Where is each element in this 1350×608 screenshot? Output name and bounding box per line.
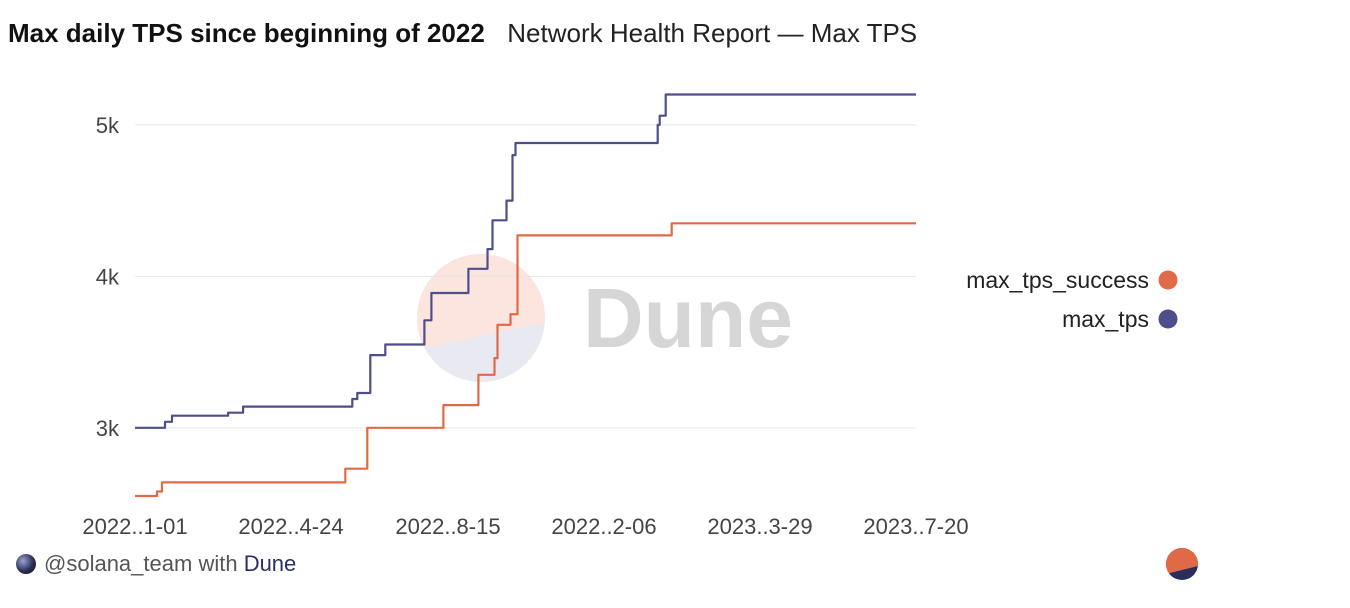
- y-tick-label: 4k: [96, 264, 120, 289]
- footer-brand[interactable]: Dune: [243, 551, 297, 576]
- dune-logo-icon[interactable]: [1166, 548, 1198, 580]
- legend-label-max-tps-success[interactable]: max_tps_success: [966, 267, 1149, 293]
- y-tick-label: 3k: [96, 416, 120, 441]
- x-tick-label: 2022..8-15: [395, 514, 500, 539]
- x-tick-label: 2022..2-06: [551, 514, 656, 539]
- series-line-max-tps[interactable]: [135, 93, 916, 429]
- chart-title: Max daily TPS since beginning of 2022: [8, 18, 485, 48]
- user-avatar[interactable]: [16, 554, 36, 574]
- y-tick-label: 5k: [96, 113, 120, 138]
- x-axis-ticks: 2022..1-01 2022..4-24 2022..8-15 2022..2-06…: [82, 514, 968, 539]
- series-lines: [135, 93, 916, 498]
- x-tick-label: 2023..7-20: [863, 514, 968, 539]
- x-tick-label: 2022..4-24: [238, 514, 343, 539]
- legend: max_tps_success max_tps: [966, 267, 1178, 332]
- chart-header: Max daily TPS since beginning of 2022 Ne…: [8, 18, 917, 49]
- footer-user[interactable]: @solana_team: [44, 551, 193, 576]
- x-tick-label: 2022..1-01: [82, 514, 187, 539]
- chart-subtitle: Network Health Report — Max TPS: [507, 18, 918, 48]
- grid-lines: [135, 124, 916, 429]
- dune-watermark: Dune: [417, 254, 793, 382]
- footer-attribution: @solana_team with Dune: [16, 551, 296, 577]
- x-tick-label: 2023..3-29: [707, 514, 812, 539]
- y-axis-ticks: 3k 4k 5k: [96, 113, 120, 441]
- footer-with: with: [198, 551, 238, 576]
- legend-label-max-tps[interactable]: max_tps: [1062, 306, 1149, 332]
- watermark-text: Dune: [583, 271, 793, 365]
- legend-swatch-max-tps-success[interactable]: [1158, 270, 1178, 290]
- series-line-max-tps-success[interactable]: [135, 222, 916, 498]
- dune-watermark-icon: [417, 254, 545, 382]
- legend-swatch-max-tps[interactable]: [1158, 309, 1178, 329]
